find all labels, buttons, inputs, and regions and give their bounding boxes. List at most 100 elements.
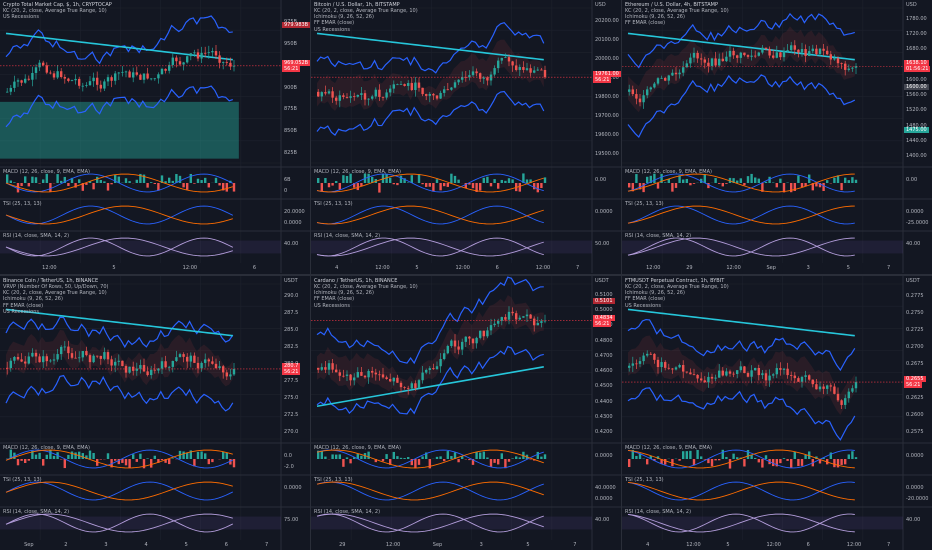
macd-bar xyxy=(656,183,660,189)
candle xyxy=(721,58,724,62)
chart-pane-c5[interactable]: FTMUSDT Perpetual Contract, 1h, BYBIT KC … xyxy=(622,276,932,550)
candle xyxy=(371,370,374,373)
macd-bar xyxy=(854,179,858,183)
macd-bar xyxy=(432,183,435,192)
macd-bar xyxy=(392,451,395,459)
macd-bar xyxy=(782,183,786,193)
macd-bar xyxy=(396,456,399,459)
macd-bar xyxy=(736,180,739,183)
candle xyxy=(667,367,670,369)
candle xyxy=(808,51,811,56)
chart-pane-c1[interactable]: Bitcoin / U.S. Dollar, 1h, BITSTAMP KC (2… xyxy=(311,0,621,273)
macd-bar xyxy=(27,459,30,461)
candle xyxy=(204,359,207,363)
macd-bar xyxy=(335,181,338,183)
candle xyxy=(667,75,670,81)
chart-pane-c0[interactable]: Crypto Total Market Cap, $, 1h, CRYPTOCA… xyxy=(0,0,310,273)
candle xyxy=(725,371,728,376)
macd-bar xyxy=(818,183,822,188)
macd-bar xyxy=(106,453,110,459)
indicator-title: MACD (12, 26, close, 9, EMA, EMA) xyxy=(625,445,712,451)
candle xyxy=(710,58,714,66)
candle xyxy=(385,377,388,380)
macd-bar xyxy=(836,459,840,468)
macd-bar xyxy=(78,179,81,183)
indicator-line xyxy=(5,205,233,225)
candle xyxy=(635,363,638,365)
indicator-line xyxy=(316,449,544,469)
candle xyxy=(189,53,192,57)
candle xyxy=(642,95,645,103)
macd-bar xyxy=(779,178,782,183)
candle xyxy=(793,45,796,50)
candle xyxy=(9,360,12,369)
macd-bar xyxy=(182,183,185,188)
last-price-tag: 1638.10 xyxy=(904,60,929,67)
candle xyxy=(342,375,345,377)
candle xyxy=(353,96,356,98)
macd-bar xyxy=(660,173,663,183)
macd-bar xyxy=(38,452,41,459)
candle xyxy=(493,68,496,75)
candle xyxy=(414,383,417,389)
candle xyxy=(804,49,807,56)
macd-bar xyxy=(160,175,164,183)
chart-pane-c4[interactable]: Cardano / TetherUS, 1h, BINANCE KC (20, 2… xyxy=(311,276,621,550)
macd-bar xyxy=(779,459,782,464)
macd-bar xyxy=(754,457,757,459)
candle xyxy=(396,84,399,86)
candle xyxy=(175,57,178,62)
chart-canvas xyxy=(0,276,310,550)
candle xyxy=(529,314,532,319)
candle xyxy=(320,92,323,97)
macd-bar xyxy=(793,451,796,459)
ichimoku-cloud xyxy=(317,295,544,399)
macd-bar xyxy=(52,455,56,459)
macd-bar xyxy=(342,459,345,467)
macd-bar xyxy=(320,450,323,459)
macd-bar xyxy=(222,451,225,459)
time-axis-tick: 6 xyxy=(252,265,257,271)
macd-bar xyxy=(99,459,102,460)
time-axis-tick: Sep xyxy=(432,542,443,548)
candle xyxy=(211,361,214,364)
candle xyxy=(628,89,631,92)
macd-bar xyxy=(847,454,850,459)
price-axis-tick: 275.0 xyxy=(284,394,299,401)
candle xyxy=(826,50,829,55)
chart-pane-c3[interactable]: Binance Coin / TetherUS, 1h, BINANCE VRVP… xyxy=(0,276,310,550)
indicator-legend: Ichimoku (9, 26, 52, 26) xyxy=(625,290,685,297)
candle xyxy=(13,81,16,88)
candle xyxy=(757,367,760,376)
indicator-legend: FF EMAR (close) xyxy=(314,296,355,303)
indicator-axis-tick: -25.0000 xyxy=(906,219,929,226)
macd-bar xyxy=(31,176,34,183)
chart-canvas xyxy=(622,0,932,273)
rsi-band xyxy=(622,516,903,530)
macd-bar xyxy=(232,459,236,468)
candle xyxy=(128,366,131,373)
candle xyxy=(85,85,88,86)
price-axis-tick: 19500.00 xyxy=(595,151,619,158)
macd-bar xyxy=(804,454,807,459)
candle xyxy=(775,52,778,58)
candle xyxy=(685,63,688,68)
macd-bar xyxy=(703,459,706,460)
indicator-line xyxy=(5,205,233,225)
price-axis-tick: 0.5100 xyxy=(595,291,613,298)
macd-bar xyxy=(844,459,847,465)
candle xyxy=(529,68,532,73)
indicator-legend: US Recessions xyxy=(625,302,662,309)
candle xyxy=(772,55,775,58)
macd-bar xyxy=(671,183,674,192)
time-axis-tick: 7 xyxy=(264,542,269,548)
macd-bar xyxy=(453,452,457,459)
macd-bar xyxy=(529,179,532,183)
chart-pane-c2[interactable]: Ethereum / U.S. Dollar, 4h, BITSTAMP KC (… xyxy=(622,0,932,273)
macd-bar xyxy=(428,459,431,469)
macd-bar xyxy=(851,451,854,459)
macd-bar xyxy=(482,177,485,183)
candle xyxy=(218,366,221,368)
indicator-title: RSI (14, close, SMA, 14, 2) xyxy=(3,233,70,239)
candle xyxy=(750,370,753,377)
